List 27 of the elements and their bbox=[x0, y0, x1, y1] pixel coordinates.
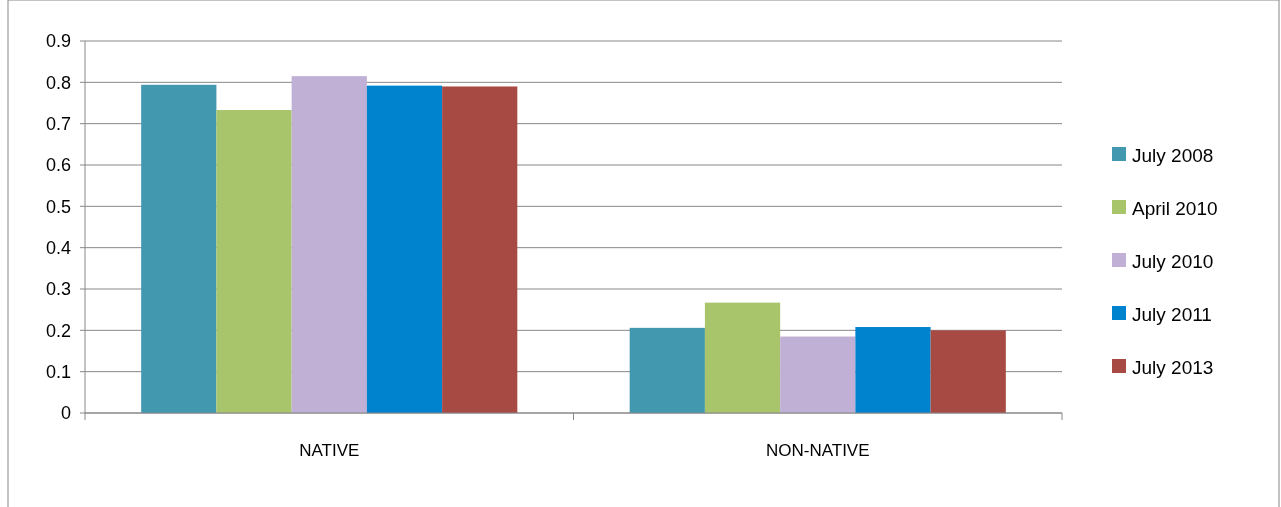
legend-label: July 2013 bbox=[1132, 356, 1214, 378]
y-tick-label: 0.7 bbox=[45, 113, 71, 134]
y-tick-label: 0.8 bbox=[45, 72, 71, 93]
bar bbox=[291, 76, 367, 413]
y-tick-label: 0.1 bbox=[45, 361, 71, 382]
y-tick-label: 0.3 bbox=[45, 279, 71, 300]
bar bbox=[704, 302, 781, 413]
bar bbox=[442, 86, 518, 413]
bar bbox=[141, 84, 217, 413]
bar bbox=[366, 85, 443, 413]
y-tick-label: 0.6 bbox=[45, 155, 71, 176]
bar bbox=[855, 327, 931, 413]
legend-label: July 2008 bbox=[1132, 144, 1214, 166]
legend-label: April 2010 bbox=[1132, 197, 1218, 219]
bar bbox=[216, 110, 292, 413]
x-tick-label: NATIVE bbox=[299, 441, 360, 460]
bar bbox=[930, 330, 1006, 413]
legend-label: July 2011 bbox=[1132, 303, 1212, 325]
y-tick-label: 0.4 bbox=[45, 237, 71, 258]
x-tick-label: NON-NATIVE bbox=[765, 441, 870, 460]
y-tick-label: 0 bbox=[60, 403, 71, 424]
y-tick-label: 0.5 bbox=[45, 196, 71, 217]
bar bbox=[629, 327, 705, 413]
y-tick-label: 0.9 bbox=[45, 31, 71, 52]
y-tick-label: 0.2 bbox=[45, 320, 71, 341]
legend-label: July 2010 bbox=[1132, 250, 1214, 272]
bar bbox=[780, 336, 856, 413]
